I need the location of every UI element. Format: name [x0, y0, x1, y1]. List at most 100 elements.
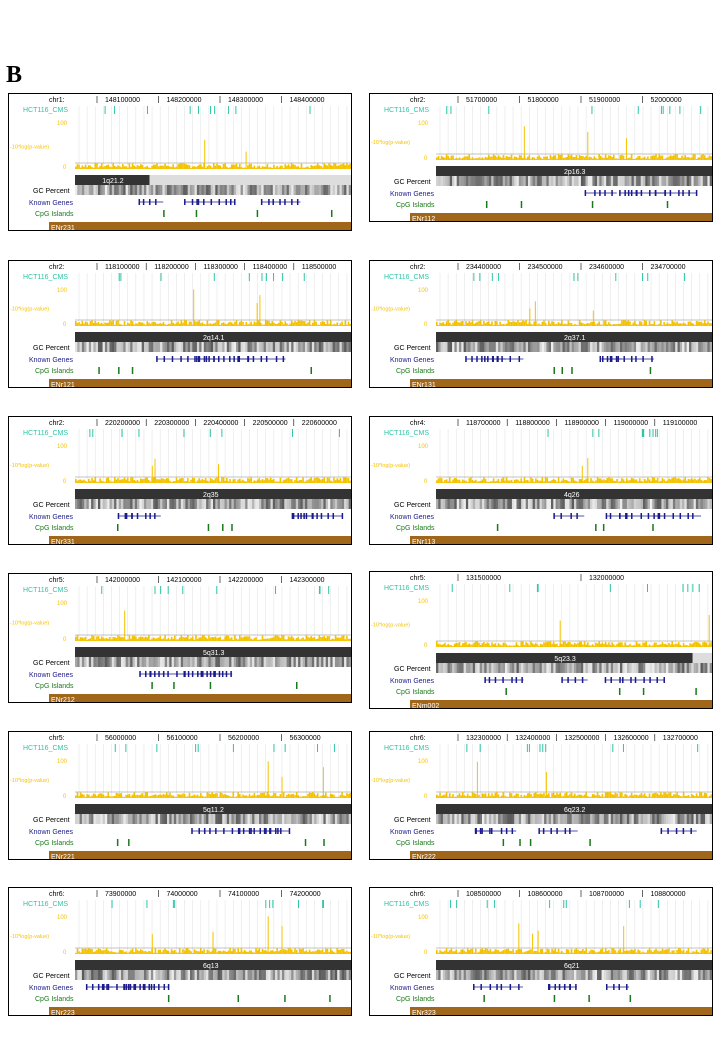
gc-percent-track: [436, 499, 712, 509]
coordinate-label: 108700000: [589, 891, 624, 898]
hct116-marks: [89, 429, 340, 437]
pvalue-signal: [436, 126, 712, 160]
cytoband-label: 2p16.3: [564, 169, 586, 176]
cpg-track-label: CpG Islands: [35, 996, 74, 1003]
gc-percent-track: [436, 970, 712, 980]
genome-browser-panel: chr2: 51700000 51800000 51900000 52000000 HCT…: [369, 93, 713, 222]
coordinate-label: 56100000: [167, 735, 198, 742]
coordinate-label: 234400000: [466, 264, 501, 271]
pvalue-signal: [75, 761, 351, 798]
hct116-track-label: HCT116_CMS: [23, 107, 68, 114]
genome-browser-panel: chr6: 132300000 132400000 132500000 13260000…: [369, 731, 713, 860]
coordinate-label: 142200000: [228, 577, 263, 584]
known-genes-track: [85, 984, 170, 990]
coordinate-label: 132400000: [515, 735, 550, 742]
gc-track-label: GC Percent: [33, 188, 70, 195]
coordinate-label: 132500000: [564, 735, 599, 742]
encode-region-label: ENr113: [412, 539, 435, 545]
genome-browser-panel: chr4: 118700000 118800000 118900000 11900000…: [369, 416, 713, 545]
y-tick-0: 0: [424, 950, 428, 956]
encode-region-bar: ENr131: [410, 379, 712, 387]
cpg-track-label: CpG Islands: [396, 525, 435, 532]
known-genes-track: [553, 513, 702, 519]
genes-track-label: Known Genes: [390, 357, 434, 364]
cytoband-label: 1q21.2: [102, 178, 124, 185]
encode-region-bar: ENr223: [49, 1007, 351, 1015]
encode-region-label: ENr323: [412, 1010, 436, 1016]
encode-region-bar: ENr121: [49, 379, 351, 387]
coordinate-label: 118800000: [515, 420, 550, 427]
coordinate-label: 118100000: [105, 264, 140, 271]
genes-track-label: Known Genes: [29, 514, 73, 521]
coordinate-label: 132300000: [466, 735, 501, 742]
cytoband: 4q26: [436, 489, 712, 499]
coordinate-label: 148300000: [228, 97, 263, 104]
hct116-track-label: HCT116_CMS: [384, 274, 429, 281]
y-tick-0: 0: [63, 322, 67, 328]
pvalue-track-label: -10*log(p-value): [10, 463, 49, 469]
gc-percent-track: [75, 342, 351, 352]
encode-region-label: ENr222: [412, 854, 436, 860]
cpg-track-label: CpG Islands: [35, 525, 74, 532]
encode-region-bar: ENr331: [49, 536, 351, 544]
coordinate-label: 142300000: [290, 577, 325, 584]
pvalue-signal: [75, 610, 351, 641]
cytoband-label: 5q23.3: [554, 656, 576, 663]
y-tick-100: 100: [57, 444, 68, 450]
coordinate-label: 56000000: [105, 735, 136, 742]
gc-track-label: GC Percent: [394, 179, 431, 186]
genes-track-label: Known Genes: [29, 357, 73, 364]
coordinate-label: 148200000: [167, 97, 202, 104]
gc-track-label: GC Percent: [394, 345, 431, 352]
hct116-marks: [446, 106, 702, 114]
known-genes-track: [191, 828, 291, 834]
cpg-islands-track: [116, 524, 233, 531]
coordinate-label: 51900000: [589, 97, 620, 104]
cytoband-label: 5q11.2: [203, 807, 224, 814]
cpg-islands-track: [163, 210, 333, 217]
genes-track-label: Known Genes: [390, 514, 434, 521]
y-tick-0: 0: [63, 637, 67, 643]
genome-track-svg: chr2: 220200000 220300000 220400000 22050000…: [10, 419, 351, 544]
chromosome-label: chr2:: [49, 420, 65, 427]
gc-track-label: GC Percent: [33, 345, 70, 352]
gc-track-label: GC Percent: [33, 817, 70, 824]
cytoband: 2q35: [75, 489, 351, 499]
pvalue-track-label: -10*log(p-value): [10, 778, 49, 784]
coordinate-label: 118700000: [466, 420, 501, 427]
genes-track-label: Known Genes: [29, 200, 73, 207]
gc-track-label: GC Percent: [394, 502, 431, 509]
pvalue-track-label: -10*log(p-value): [371, 307, 410, 313]
known-genes-track: [117, 513, 344, 519]
gc-percent-track: [75, 970, 351, 980]
y-tick-100: 100: [418, 288, 429, 294]
chromosome-label: chr5:: [49, 735, 65, 742]
coordinate-label: 108800000: [651, 891, 686, 898]
y-tick-100: 100: [57, 915, 68, 921]
pvalue-signal: [75, 916, 351, 954]
gc-percent-track: [75, 185, 351, 195]
coordinate-label: 56200000: [228, 735, 259, 742]
pvalue-signal: [436, 301, 712, 326]
cytoband-label: 4q26: [564, 492, 580, 499]
coordinate-label: 118300000: [203, 264, 238, 271]
y-tick-0: 0: [424, 643, 428, 649]
gc-percent-track: [436, 663, 712, 673]
pvalue-track-label: -10*log(p-value): [371, 463, 410, 469]
coordinate-label: 220200000: [105, 420, 140, 427]
cpg-track-label: CpG Islands: [396, 689, 435, 696]
genome-browser-panel: chr2: 234400000 234500000 234600000 23470000…: [369, 260, 713, 388]
genome-browser-panel: chr6: 108500000 108600000 108700000 10880000…: [369, 887, 713, 1016]
chromosome-label: chr5:: [410, 575, 426, 582]
y-tick-100: 100: [418, 759, 429, 765]
cytoband-label: 2q35: [203, 492, 219, 499]
genome-browser-panel: chr2: 118100000 118200000 118300000 11840000…: [8, 260, 352, 388]
coordinate-label: 118400000: [253, 264, 288, 271]
genes-track-label: Known Genes: [390, 829, 434, 836]
gc-percent-track: [436, 342, 712, 352]
pvalue-track-label: -10*log(p-value): [10, 621, 49, 627]
y-tick-100: 100: [418, 599, 429, 605]
coordinate-label: 132000000: [589, 575, 624, 582]
known-genes-track: [484, 677, 665, 683]
genome-browser-panel: chr6: 73900000 74000000 74100000 74200000 HCT…: [8, 887, 352, 1016]
